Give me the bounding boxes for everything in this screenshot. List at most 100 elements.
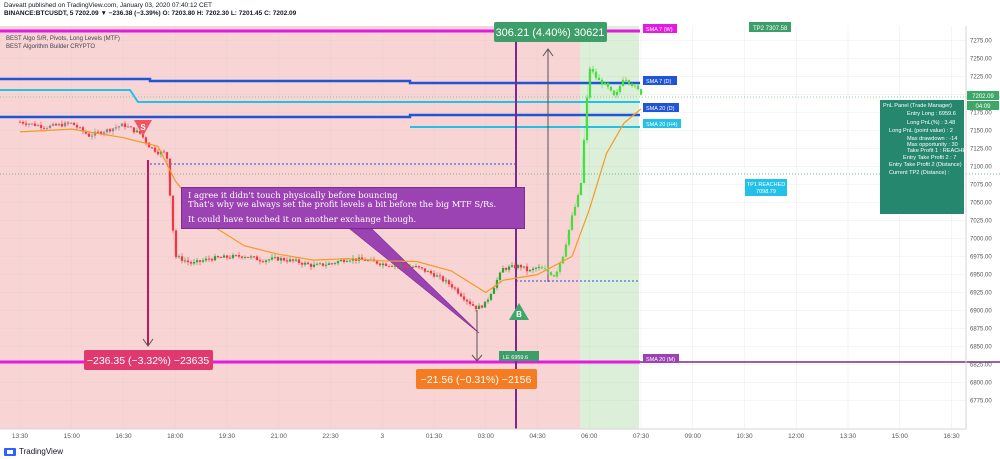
candle-body [306, 262, 310, 265]
candle-body [318, 263, 322, 265]
candle-body [27, 123, 31, 125]
candle-body [486, 299, 490, 302]
tradingview-logo-icon [4, 447, 16, 456]
footer-brand-text: TradingView [19, 447, 64, 456]
candle-body [468, 301, 472, 305]
candle-body [546, 269, 550, 273]
candle-body [153, 147, 157, 152]
x-tick-label: 06:00 [581, 433, 598, 440]
candle-body [609, 86, 613, 91]
candle-body [39, 125, 43, 128]
candle-body [549, 272, 553, 276]
pnl-panel[interactable]: PnL Panel (Trade Manager) Entry Long : 6… [880, 100, 964, 214]
annotation-note[interactable]: I agree it didn't touch physically befor… [181, 187, 525, 229]
sma20m-label-text: SMA 20 (M) [646, 357, 675, 363]
note-line-4: It could have touched it on another exch… [188, 214, 417, 224]
x-tick-label: 15:00 [892, 433, 909, 440]
candle-body [504, 268, 508, 270]
x-tick-label: 07:30 [633, 433, 650, 440]
candle-body [267, 259, 271, 261]
candle-body [303, 262, 307, 265]
candle-body [312, 264, 316, 267]
candle-body [564, 244, 568, 257]
candle-body [606, 82, 610, 87]
candle-body [72, 122, 76, 126]
note-pointer [349, 228, 480, 334]
candle-body [177, 256, 181, 258]
y-tick-label: 7275.00 [970, 39, 992, 45]
candle-body [195, 260, 199, 263]
bottom-left-measure-box [84, 350, 213, 370]
candle-body [531, 268, 535, 270]
candle-body [207, 258, 211, 260]
candle-body [132, 127, 136, 133]
candle-body [246, 257, 250, 258]
sma20h4-label [643, 119, 681, 128]
candle-body [84, 131, 88, 134]
candle-body [99, 131, 103, 135]
candle-body [216, 256, 220, 258]
candle-body [48, 125, 52, 129]
candle-body [210, 259, 214, 261]
tp1-label-text: TP1 REACHED [747, 182, 786, 188]
candle-body [294, 259, 298, 261]
buy-marker[interactable]: B [509, 303, 529, 320]
y-tick-label: 6775.00 [970, 399, 992, 405]
sma7w-label [643, 24, 677, 33]
candle-body [219, 257, 223, 259]
candle-body [138, 130, 142, 134]
pnl-row-1: Entry Long : 6959.6 [907, 111, 956, 118]
candle-body [192, 262, 196, 264]
sell-marker[interactable]: S [134, 120, 152, 136]
candle-body [108, 129, 112, 132]
candle-body [627, 80, 631, 84]
candle-body [342, 259, 346, 262]
candle-body [444, 280, 448, 282]
candle-body [402, 265, 406, 267]
candle-body [255, 256, 259, 261]
indicator-label-1: BEST Algo S/R, Pivots, Long Levels (MTF) [6, 36, 120, 42]
y-tick-label: 7100.00 [970, 165, 992, 171]
candle-body [519, 264, 523, 268]
candle-body [330, 263, 334, 265]
candle-body [135, 130, 139, 133]
candle-body [492, 287, 496, 294]
candle-body [474, 305, 478, 310]
pnl-row-8: Entry Take Profit 2 (Distance) [889, 161, 962, 168]
candle-body [387, 265, 391, 267]
candle-body [417, 266, 421, 268]
candle-body [621, 80, 625, 87]
x-tick-label: 03:00 [478, 433, 495, 440]
candle-body [636, 85, 640, 90]
y-tick-label: 6875.00 [970, 327, 992, 333]
candle-body [441, 276, 445, 282]
candle-body [270, 257, 274, 260]
candle-body [618, 86, 622, 92]
candle-body [204, 258, 208, 261]
candle-body [33, 123, 37, 126]
candle-body [168, 158, 172, 196]
candle-body [117, 126, 121, 128]
x-tick-label: 18:00 [167, 433, 184, 440]
candle-body [237, 255, 241, 257]
candle-body [615, 91, 619, 96]
top-measure-box [494, 22, 607, 42]
candle-body [366, 260, 370, 261]
candle-body [624, 80, 628, 81]
tp2-label [749, 22, 791, 32]
candle-body [588, 68, 592, 98]
footer-brand[interactable]: TradingView [4, 447, 63, 456]
candle-body [261, 261, 265, 263]
y-tick-label: 7000.00 [970, 237, 992, 243]
candle-body [375, 261, 379, 264]
candle-body [558, 263, 562, 272]
candle-body [162, 151, 166, 153]
candle-body [378, 263, 382, 266]
candle-body [600, 79, 604, 85]
candle-body [228, 257, 232, 259]
price-line-group [19, 66, 642, 309]
sma20-daily-line [0, 113, 640, 119]
candle-body [612, 90, 616, 96]
candle-body [360, 257, 364, 260]
